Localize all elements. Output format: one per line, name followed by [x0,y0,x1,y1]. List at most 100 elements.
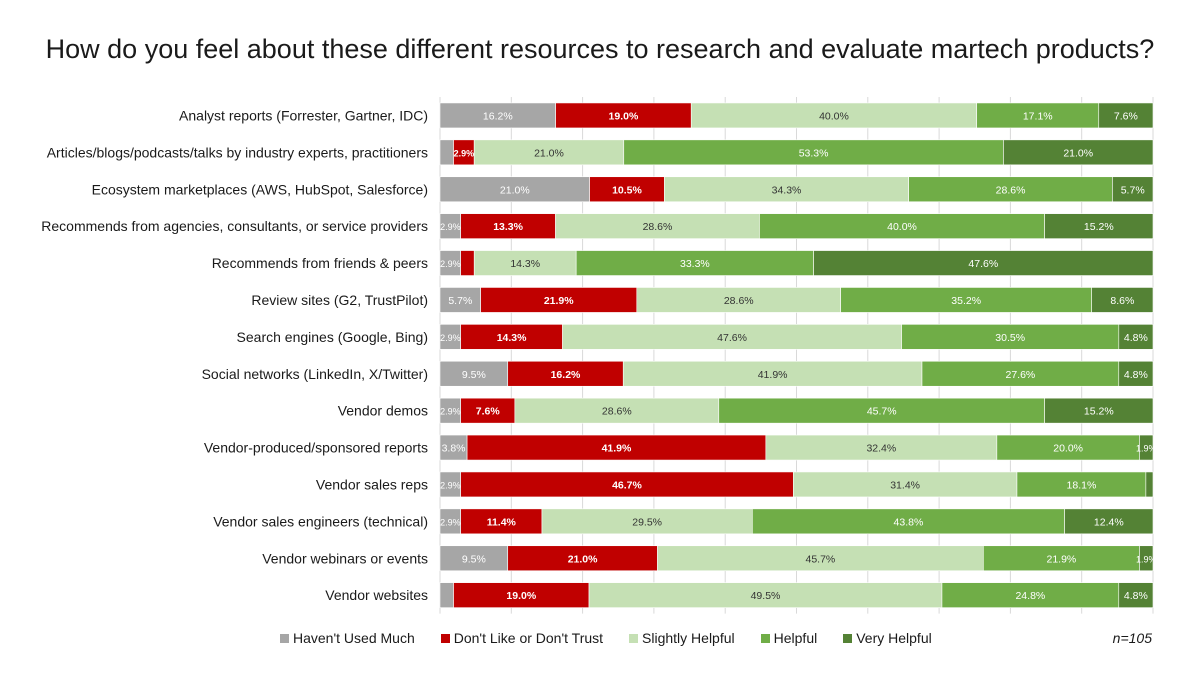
data-label: 30.5% [995,332,1025,344]
data-label: 40.0% [887,221,917,233]
bar-segment [751,508,1065,535]
bar-segment [439,176,590,203]
data-label: 34.3% [772,184,802,196]
data-label: 21.9% [544,295,574,307]
bar-segment [1044,213,1154,239]
bar-segment [439,582,454,608]
category-label: Articles/blogs/podcasts/talks by industr… [47,144,428,160]
chart-legend: Haven't Used Much Don't Like or Don't Tru… [280,630,932,646]
data-label: 43.8% [894,516,924,528]
bar-segment [983,545,1140,572]
legend-label: Don't Like or Don't Trust [453,630,604,646]
data-label: 4.8% [1124,590,1148,602]
category-label: Vendor sales engineers (technical) [213,513,428,529]
data-label: 2.9% [440,259,461,269]
data-label: 15.2% [1084,221,1114,233]
data-label: 46.7% [612,479,642,491]
data-label: 28.6% [724,295,754,307]
legend-item: Very Helpful [843,630,932,646]
legend-swatch [760,633,770,643]
data-label: 27.6% [1005,369,1035,381]
bar-segment [901,324,1120,350]
data-label: 14.3% [497,332,527,344]
data-label: 10.5% [612,184,642,196]
bar-segment [1139,545,1154,572]
legend-swatch [629,633,639,643]
bar-segment [765,434,998,461]
data-label: 18.1% [1067,479,1097,491]
bar-segment [480,287,638,313]
legend-label: Helpful [773,630,818,646]
legend-swatch [440,633,450,643]
data-label: 41.9% [758,369,788,381]
bar-segment [1118,582,1154,608]
bar-segment [690,102,978,129]
data-label: 45.7% [805,553,835,565]
data-label: 14.3% [510,258,540,270]
data-label: 49.5% [751,590,781,602]
data-label: 15.2% [1084,406,1114,418]
legend-item: Don't Like or Don't Trust [440,630,604,646]
data-label: 13.3% [493,221,523,233]
data-label: 9.5% [462,553,486,565]
bar-segment [623,139,1004,166]
bar-segment [466,434,767,461]
data-label: 21.0% [534,147,564,159]
data-label: 7.6% [1114,110,1138,122]
bar-segment [941,582,1120,608]
data-label: 5.7% [1121,184,1145,196]
category-label: Ecosystem marketplaces (AWS, HubSpot, Sa… [92,181,428,197]
legend-label: Haven't Used Much [293,630,415,646]
data-label: 1.9% [1136,444,1157,454]
data-label: 41.9% [602,443,632,455]
bar-segment [453,582,590,608]
legend-swatch [843,633,853,643]
category-label: Social networks (LinkedIn, X/Twitter) [202,366,428,382]
data-label: 2.9% [454,148,475,158]
data-label: 8.6% [1110,295,1134,307]
category-label: Review sites (G2, TrustPilot) [251,292,428,308]
bar-segment [541,508,753,535]
data-label: 21.0% [568,553,598,565]
bar-segment [514,397,720,424]
category-label: Analyst reports (Forrester, Gartner, IDC… [179,107,428,123]
bar-segment [507,545,658,572]
bar-segment [813,250,1154,276]
data-label: 17.1% [1023,110,1053,122]
bar-segment [1112,176,1154,203]
bar-segment [588,582,943,608]
data-label: 32.4% [866,443,896,455]
bar-segment [1003,139,1154,166]
data-label: 2.9% [440,480,461,490]
data-label: 4.8% [1124,332,1148,344]
sample-size-note: n=105 [1112,630,1152,646]
chart-title: How do you feel about these different re… [45,34,1155,64]
bar-segment [507,360,624,387]
data-label: 31.4% [890,479,920,491]
bar-segment [460,397,516,424]
bar-segment [439,360,509,387]
category-label: Vendor demos [338,403,428,419]
data-label: 21.0% [1063,147,1093,159]
data-label: 24.8% [1015,590,1045,602]
data-label: 12.4% [1094,516,1124,528]
data-label: 16.2% [483,110,513,122]
data-label: 11.4% [487,516,517,528]
category-label: Vendor webinars or events [262,550,428,566]
legend-label: Slightly Helpful [642,630,735,646]
legend-item: Slightly Helpful [629,630,735,646]
bar-segment [1044,397,1154,424]
bar-segment [996,434,1140,461]
data-label: 2.9% [440,407,461,417]
data-label: 47.6% [968,258,998,270]
bar-segment [1118,360,1154,387]
data-label: 28.6% [996,184,1026,196]
legend-label: Very Helpful [856,630,932,646]
data-label: 5.7% [448,295,472,307]
bar-segment [473,250,577,276]
data-label: 9.5% [462,369,486,381]
data-label: 19.0% [506,590,536,602]
data-label: 3.8% [442,443,466,455]
bar-segment [439,434,468,461]
